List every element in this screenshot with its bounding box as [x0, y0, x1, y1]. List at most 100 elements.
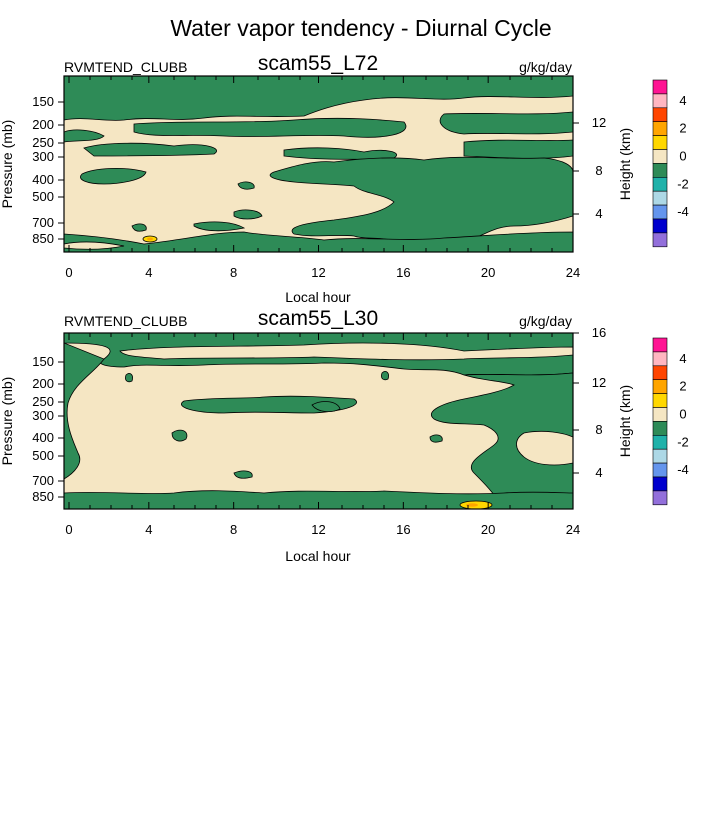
contour-region-island-d [233, 470, 253, 479]
contour-region-island-a [171, 429, 188, 442]
contour-region-left-250 [64, 129, 105, 143]
colorbar-label: 4 [679, 93, 686, 108]
y-tick-label: 150 [32, 354, 54, 369]
panel-top-plot-area [64, 76, 573, 252]
y-tick-label: 150 [32, 94, 54, 109]
x-tick-label: 20 [481, 522, 495, 537]
contour-region-patch-b [237, 181, 255, 190]
x-tick-label: 4 [145, 522, 152, 537]
colorbar-cell [652, 393, 668, 408]
colorbar-cell [652, 407, 668, 422]
y-tick-label: 700 [32, 473, 54, 488]
colorbar-cell [652, 379, 668, 394]
y-tick-label: 850 [32, 231, 54, 246]
x-tick-label: 24 [566, 265, 580, 280]
contour-region-upper-band [64, 76, 573, 121]
x-tick-label: 16 [396, 522, 410, 537]
panel-top-units: g/kg/day [519, 59, 572, 75]
y-tick-label: 400 [32, 430, 54, 445]
colorbar-cell [652, 462, 668, 478]
panel-bottom-colorbar: 4 2 0 -2 -4 [652, 337, 689, 506]
height-tick-label: 12 [592, 375, 606, 390]
colorbar-cell [652, 204, 668, 220]
contour-region-patch-a [233, 209, 263, 220]
colorbar-cell [652, 421, 668, 436]
colorbar-cell [652, 476, 668, 492]
panel-bottom-ylabel: Pressure (mb) [0, 377, 15, 466]
panel-top-ylabel-right: Height (km) [617, 128, 633, 200]
panel-bottom-units: g/kg/day [519, 313, 572, 329]
colorbar-cell [652, 365, 668, 380]
y-tick-label: 700 [32, 215, 54, 230]
colorbar-cell [652, 121, 668, 136]
x-tick-label: 20 [481, 265, 495, 280]
height-tick-label: 16 [592, 325, 606, 340]
panel-top-title: scam55_L72 [258, 52, 378, 75]
contour-region-300mb-right [463, 139, 573, 159]
contour-region-300mb [83, 142, 217, 157]
colorbar-cell [652, 93, 668, 109]
colorbar-cell [652, 351, 668, 367]
contour-region-300mb-center [283, 147, 397, 160]
panel-top: RVMTEND_CLUBB scam55_L72 g/kg/day [0, 52, 689, 305]
contour-region-300mb [181, 395, 357, 414]
panel-top-left-label: RVMTEND_CLUBB [64, 59, 187, 75]
contour-region-boundary-layer [64, 490, 573, 509]
contour-region-boundary-layer [64, 231, 573, 252]
contour-region-upper-beige [119, 342, 573, 361]
panel-bottom-xlabel: Local hour [285, 548, 351, 564]
panel-bottom: RVMTEND_CLUBB scam55_L30 g/kg/day [0, 307, 689, 564]
contour-region-boundary-layer-2 [193, 221, 246, 232]
colorbar-cell [652, 337, 668, 353]
colorbar-cell [652, 79, 668, 95]
panel-bottom-x-axis: 0 4 8 12 16 20 24 [65, 333, 580, 537]
y-tick-label: 500 [32, 189, 54, 204]
height-tick-label: 8 [595, 422, 602, 437]
colorbar-cell [652, 107, 668, 123]
panel-top-x-axis: 0 4 8 12 16 20 24 [65, 76, 580, 280]
contour-region-left-column [64, 342, 105, 480]
contour-region-400mb-left [80, 167, 147, 185]
colorbar-label: -4 [677, 462, 689, 477]
colorbar-cell [652, 135, 668, 150]
colorbar-cell [652, 490, 668, 506]
y-tick-label: 300 [32, 408, 54, 423]
x-tick-label: 12 [311, 265, 325, 280]
y-tick-label: 200 [32, 376, 54, 391]
colorbar-cell [652, 177, 668, 192]
contour-region-200mb [133, 117, 407, 138]
x-tick-label: 16 [396, 265, 410, 280]
contour-region-300mb-small [311, 401, 341, 413]
height-tick-label: 12 [592, 115, 606, 130]
colorbar-label: 2 [679, 379, 686, 394]
y-tick-label: 250 [32, 394, 54, 409]
panel-bottom-plot-area [64, 333, 573, 509]
contour-region-positive-core [147, 237, 153, 241]
colorbar-label: 0 [679, 149, 686, 164]
y-tick-label: 250 [32, 135, 54, 150]
height-tick-label: 8 [595, 163, 602, 178]
x-tick-label: 0 [65, 265, 72, 280]
y-tick-label: 300 [32, 149, 54, 164]
colorbar-cell [652, 448, 668, 464]
panel-bottom-left-label: RVMTEND_CLUBB [64, 313, 187, 329]
colorbar-label: -2 [677, 176, 689, 191]
y-tick-label: 500 [32, 448, 54, 463]
panel-bottom-height-axis: 16 12 8 4 [573, 325, 606, 480]
colorbar-cell [652, 218, 668, 234]
contour-region-200mb-right [439, 111, 573, 135]
colorbar-cell [652, 149, 668, 164]
colorbar-label: 0 [679, 407, 686, 422]
contour-region-right-beige [516, 430, 573, 466]
panel-top-xlabel: Local hour [285, 289, 351, 305]
contour-region-island-b [125, 373, 133, 383]
panel-top-colorbar: 4 2 0 -2 -4 [652, 79, 689, 248]
page-title: Water vapor tendency - Diurnal Cycle [170, 15, 551, 41]
height-tick-label: 4 [595, 465, 602, 480]
contour-region-positive-core [466, 503, 478, 507]
x-tick-label: 12 [311, 522, 325, 537]
x-tick-label: 8 [230, 522, 237, 537]
